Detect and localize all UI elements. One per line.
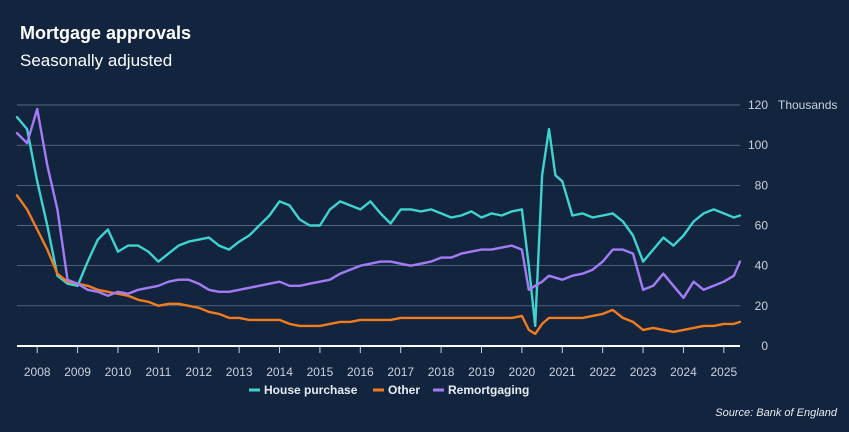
x-tick-2010: 2010	[105, 365, 132, 379]
x-tick-2019: 2019	[468, 365, 495, 379]
x-axis-ticks: 2008 2009 2010 2011 2012 2013 2014 2015 2016 2017…	[24, 346, 738, 379]
legend-label-remortgaging: Remortgaging	[448, 383, 529, 397]
y-tick-80: 80	[755, 178, 769, 192]
y-tick-100: 100	[748, 138, 768, 152]
gridlines	[17, 104, 740, 347]
chart-subtitle: Seasonally adjusted	[20, 51, 173, 70]
x-tick-2009: 2009	[64, 365, 91, 379]
chart-title: Mortgage approvals	[20, 23, 192, 43]
y-tick-40: 40	[755, 259, 769, 273]
series-line-house-purchase	[15, 115, 742, 328]
series-line-remortgaging	[15, 107, 742, 299]
y-tick-120: 120	[748, 98, 768, 112]
x-tick-2023: 2023	[630, 365, 657, 379]
x-tick-2021: 2021	[549, 365, 576, 379]
series-lines	[15, 107, 742, 336]
y-tick-0: 0	[761, 339, 768, 353]
legend-label-other: Other	[388, 383, 420, 397]
x-tick-2017: 2017	[387, 365, 414, 379]
x-tick-2014: 2014	[266, 365, 293, 379]
y-axis-ticks: 0 20 40 60 80 100 120	[748, 98, 768, 353]
x-tick-2011: 2011	[145, 365, 171, 379]
x-tick-2022: 2022	[589, 365, 616, 379]
x-tick-2012: 2012	[185, 365, 212, 379]
y-axis-unit-label: Thousands	[778, 98, 837, 112]
legend-label-house-purchase: House purchase	[264, 383, 358, 397]
x-tick-2018: 2018	[428, 365, 455, 379]
x-tick-2016: 2016	[347, 365, 374, 379]
y-tick-60: 60	[755, 219, 769, 233]
x-tick-2024: 2024	[670, 365, 697, 379]
x-tick-2015: 2015	[307, 365, 334, 379]
x-tick-2025: 2025	[710, 365, 737, 379]
x-tick-2008: 2008	[24, 365, 51, 379]
source-note: Source: Bank of England	[715, 407, 837, 419]
legend: House purchase Other Remortgaging	[249, 383, 529, 397]
x-tick-2020: 2020	[509, 365, 536, 379]
y-tick-20: 20	[755, 299, 769, 313]
x-tick-2013: 2013	[226, 365, 253, 379]
series-line-other	[15, 194, 742, 336]
